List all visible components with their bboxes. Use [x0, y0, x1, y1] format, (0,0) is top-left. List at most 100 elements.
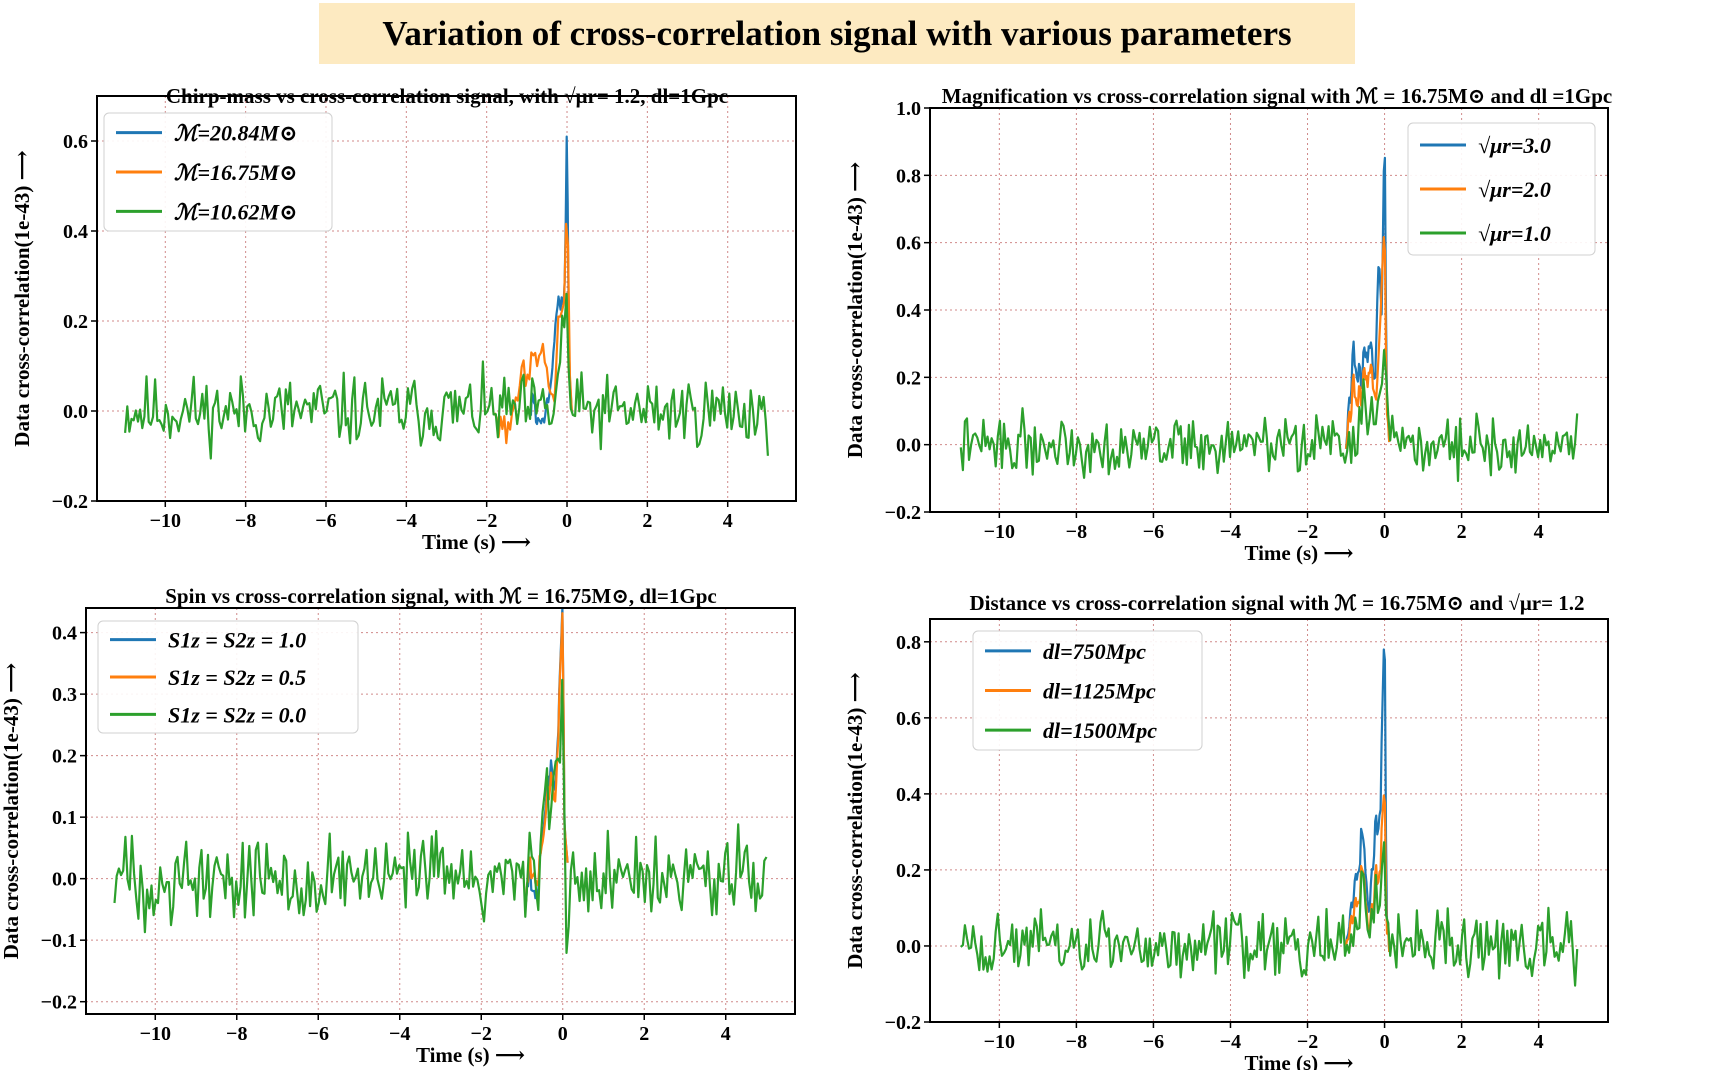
x-tick-label: 0: [558, 1023, 568, 1045]
y-tick-label: −0.2: [885, 1012, 921, 1034]
y-tick-label: 0.4: [896, 300, 921, 322]
y-tick-label: 0.0: [52, 869, 77, 891]
x-tick-label: 4: [721, 1023, 731, 1045]
y-axis-label: Data cross-correlation(1e-43) ⟶: [10, 150, 34, 446]
page-title: Variation of cross-correlation signal wi…: [382, 13, 1292, 53]
legend-label: S1z = S2z = 0.5: [168, 665, 306, 690]
x-tick-label: −4: [389, 1023, 410, 1045]
series-line-3: [113, 678, 768, 955]
legend-label: dl=1500Mpc: [1043, 718, 1157, 743]
y-tick-label: 0.2: [896, 367, 921, 389]
y-tick-label: 0.2: [896, 860, 921, 882]
x-tick-label: −10: [984, 521, 1015, 543]
x-tick-label: 0: [1380, 1031, 1390, 1053]
y-tick-label: 0.2: [63, 311, 88, 333]
x-tick-label: 2: [1457, 521, 1467, 543]
x-tick-label: 2: [1457, 1031, 1467, 1053]
x-tick-label: 4: [1534, 521, 1544, 543]
x-tick-label: −4: [1220, 1031, 1241, 1053]
x-tick-label: −8: [235, 510, 256, 532]
series-line-2: [525, 612, 569, 902]
x-tick-label: −8: [1066, 1031, 1087, 1053]
x-tick-label: −2: [471, 1023, 492, 1045]
x-tick-label: 2: [642, 510, 652, 532]
x-tick-label: −4: [396, 510, 417, 532]
y-tick-label: 0.6: [63, 131, 88, 153]
x-tick-label: −4: [1220, 521, 1241, 543]
y-axis-label: Data cross-correlation(1e-43) ⟶: [843, 162, 867, 458]
x-tick-label: 4: [1534, 1031, 1544, 1053]
axes-frame: [96, 95, 797, 502]
x-tick-label: −6: [1143, 1031, 1164, 1053]
x-tick-label: −10: [984, 1031, 1015, 1053]
chart-2: Magnification vs cross-correlation signa…: [843, 84, 1612, 565]
title-banner: Variation of cross-correlation signal wi…: [319, 3, 1355, 64]
x-tick-label: −6: [308, 1023, 329, 1045]
x-tick-label: −6: [1143, 521, 1164, 543]
y-axis-label: Data cross-correlation(1e-43) ⟶: [843, 672, 867, 968]
y-tick-label: −0.1: [41, 930, 77, 952]
legend-label: √μr=3.0: [1478, 133, 1551, 158]
chart-title: Magnification vs cross-correlation signa…: [942, 84, 1612, 108]
legend-label: S1z = S2z = 0.0: [168, 702, 306, 727]
legend-box: [972, 630, 1203, 751]
y-tick-label: 0.6: [896, 708, 921, 730]
x-tick-label: −2: [1297, 521, 1318, 543]
legend-box: [1407, 122, 1596, 256]
legend-label: ℳ=20.84M⊙: [174, 121, 298, 146]
y-tick-label: −0.2: [885, 502, 921, 524]
legend-label: S1z = S2z = 1.0: [168, 628, 306, 653]
x-axis-label: Time (s) ⟶: [1244, 541, 1353, 565]
legend-label: ℳ=16.75M⊙: [174, 160, 298, 185]
legend: S1z = S2z = 1.0 S1z = S2z = 0.5 S1z = S2z …: [97, 620, 359, 734]
y-tick-label: 0.0: [63, 401, 88, 423]
legend-label: dl=1125Mpc: [1043, 679, 1156, 704]
y-tick-label: −0.2: [52, 491, 88, 513]
y-axis-label: Data cross-correlation(1e-43) ⟶: [0, 663, 23, 959]
y-tick-label: 0.0: [896, 936, 921, 958]
x-tick-label: −8: [226, 1023, 247, 1045]
x-tick-label: 0: [562, 510, 572, 532]
chart-title: Distance vs cross-correlation signal wit…: [969, 591, 1584, 615]
series-line-3: [124, 292, 769, 460]
x-axis-label: Time (s) ⟶: [1244, 1051, 1353, 1070]
y-tick-label: 0.8: [896, 165, 921, 187]
axes-frame: [85, 607, 796, 1015]
y-tick-label: 0.0: [896, 435, 921, 457]
x-tick-label: 4: [723, 510, 733, 532]
x-axis-label: Time (s) ⟶: [422, 530, 531, 554]
chart-3: Spin vs cross-correlation signal, with ℳ…: [0, 584, 796, 1067]
series-line-2: [1344, 236, 1391, 449]
legend-box: [97, 620, 359, 734]
y-tick-label: 0.1: [52, 807, 77, 829]
legend-label: √μr=2.0: [1478, 177, 1551, 202]
x-tick-label: −8: [1066, 521, 1087, 543]
x-axis-label: Time (s) ⟶: [416, 1043, 525, 1067]
y-tick-label: 0.6: [896, 233, 921, 255]
x-tick-label: −6: [315, 510, 336, 532]
legend: ℳ=20.84M⊙ ℳ=16.75M⊙ ℳ=10.62M⊙: [103, 112, 333, 232]
y-tick-label: 0.2: [52, 746, 77, 768]
legend-box: [103, 112, 333, 232]
y-tick-label: 0.4: [63, 221, 88, 243]
chart-4: Distance vs cross-correlation signal wit…: [843, 591, 1609, 1070]
chart-title: Spin vs cross-correlation signal, with ℳ…: [165, 584, 717, 608]
y-tick-label: 0.8: [896, 632, 921, 654]
y-tick-label: −0.2: [41, 992, 77, 1014]
y-tick-label: 0.3: [52, 684, 77, 706]
y-tick-label: 0.4: [52, 623, 77, 645]
series-line-2: [493, 222, 573, 445]
x-tick-label: −10: [150, 510, 181, 532]
series-line-1: [1344, 648, 1391, 952]
x-tick-label: 2: [639, 1023, 649, 1045]
legend: dl=750Mpc dl=1125Mpc dl=1500Mpc: [972, 630, 1203, 751]
y-tick-label: 1.0: [896, 98, 921, 120]
axes-frame: [929, 618, 1609, 1023]
legend-label: √μr=1.0: [1478, 221, 1551, 246]
series-line-3: [959, 349, 1579, 483]
series-line-3: [960, 841, 1579, 987]
x-tick-label: −2: [1297, 1031, 1318, 1053]
x-tick-label: −2: [476, 510, 497, 532]
x-tick-label: 0: [1380, 521, 1390, 543]
